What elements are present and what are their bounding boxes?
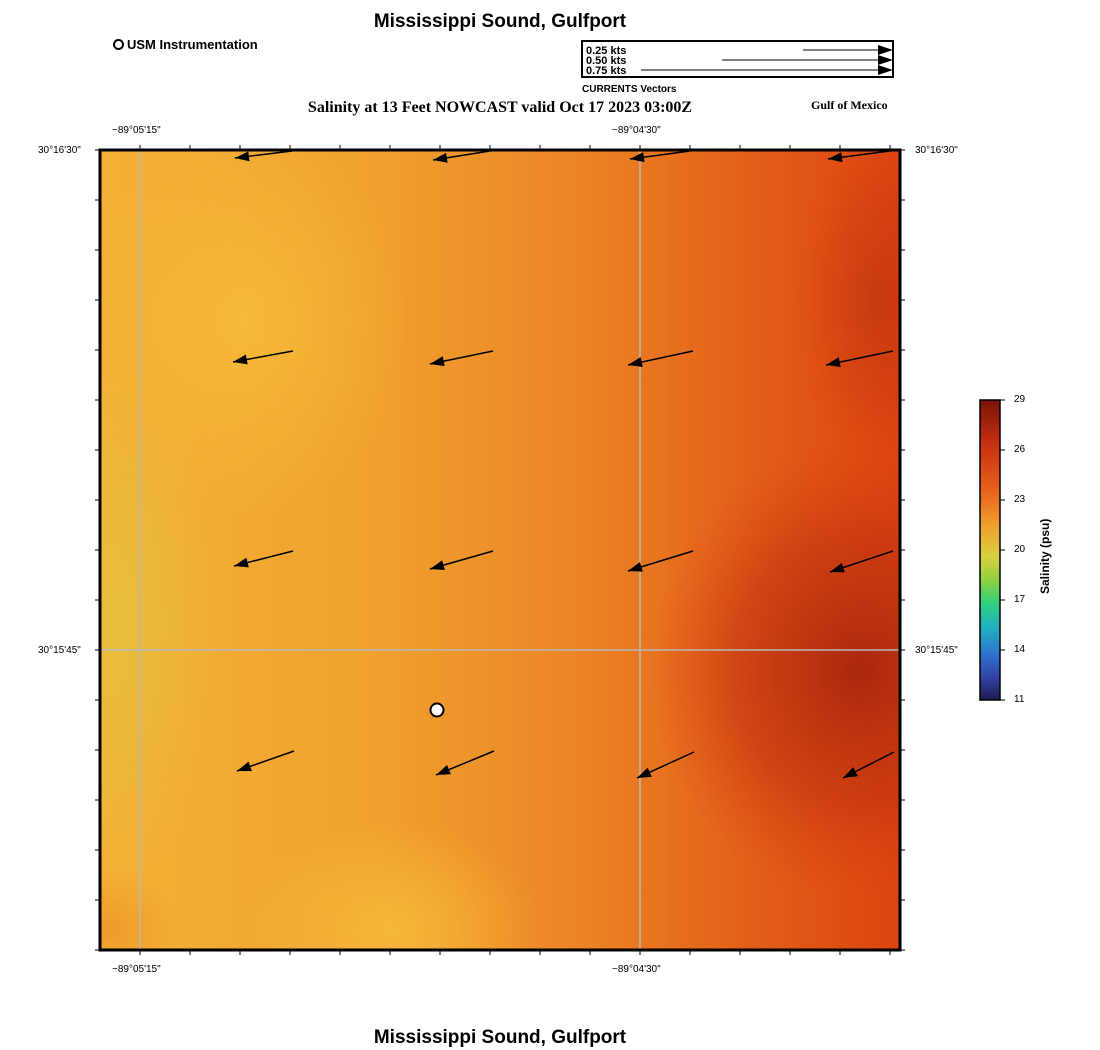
colorbar xyxy=(979,399,1005,701)
current-vector-arrow xyxy=(825,350,894,368)
lat-label-left-south: 30°15'45" xyxy=(38,645,81,656)
vector-scale-arrows-icon xyxy=(641,45,893,75)
vector-caption: CURRENTS Vectors xyxy=(582,84,677,95)
lon-label-bottom-west: −89°05'15" xyxy=(112,964,161,975)
current-vector-arrow xyxy=(829,550,894,573)
frame-ticks xyxy=(95,145,905,955)
region-label: Gulf of Mexico xyxy=(811,98,888,112)
usm-station-marker[interactable] xyxy=(429,702,445,718)
current-vector-arrow xyxy=(429,550,494,570)
colorbar-tick-23: 23 xyxy=(1014,494,1026,505)
current-vector-arrow xyxy=(233,550,294,568)
current-vector-arrow xyxy=(429,350,494,367)
station-legend: USM Instrumentation xyxy=(113,37,258,52)
current-vector-arrow xyxy=(435,750,495,776)
current-vector-arrow xyxy=(234,150,293,162)
station-marker-icon xyxy=(113,39,124,50)
vector-scale-050: 0.50 kts xyxy=(586,55,627,67)
map-title: Mississippi Sound, Gulfport xyxy=(373,11,627,32)
map-subtitle: Salinity at 13 Feet NOWCAST valid Oct 17… xyxy=(307,99,693,116)
colorbar-tick-17: 17 xyxy=(1014,594,1026,605)
colorbar-tick-20: 20 xyxy=(1014,544,1026,555)
colorbar-tick-29: 29 xyxy=(1014,394,1026,405)
current-vector-arrow xyxy=(636,751,695,779)
lon-label-bottom-east: −89°04'30" xyxy=(612,964,661,975)
vector-scale-legend: 0.25 kts 0.50 kts 0.75 kts xyxy=(581,40,894,78)
colorbar-tick-26: 26 xyxy=(1014,444,1026,455)
station-legend-label: USM Instrumentation xyxy=(127,37,258,52)
colorbar-tick-14: 14 xyxy=(1014,644,1026,655)
current-vector-arrow xyxy=(432,150,491,163)
current-vector-arrow xyxy=(627,550,694,572)
map-title-bottom: Mississippi Sound, Gulfport xyxy=(373,1027,627,1048)
graticule xyxy=(100,150,900,950)
current-vector-arrow xyxy=(232,350,294,365)
vector-scale-025: 0.25 kts xyxy=(586,45,627,57)
colorbar-title: Salinity (psu) xyxy=(1038,518,1052,594)
current-vector-arrow xyxy=(627,350,694,367)
colorbar-tick-11: 11 xyxy=(1014,694,1025,705)
current-vector-arrow xyxy=(629,150,691,163)
current-vector-arrow xyxy=(236,750,295,772)
lon-label-top-east: −89°04'30" xyxy=(612,125,661,136)
current-vectors xyxy=(232,150,895,779)
current-vector-arrow xyxy=(842,751,895,779)
lon-label-top-west: −89°05'15" xyxy=(112,125,161,136)
lat-label-left-north: 30°16'30" xyxy=(38,145,81,156)
lat-label-right-north: 30°16'30" xyxy=(915,145,958,156)
vector-scale-075: 0.75 kts xyxy=(586,65,627,77)
lat-label-right-south: 30°15'45" xyxy=(915,645,958,656)
current-vector-arrow xyxy=(827,150,891,163)
